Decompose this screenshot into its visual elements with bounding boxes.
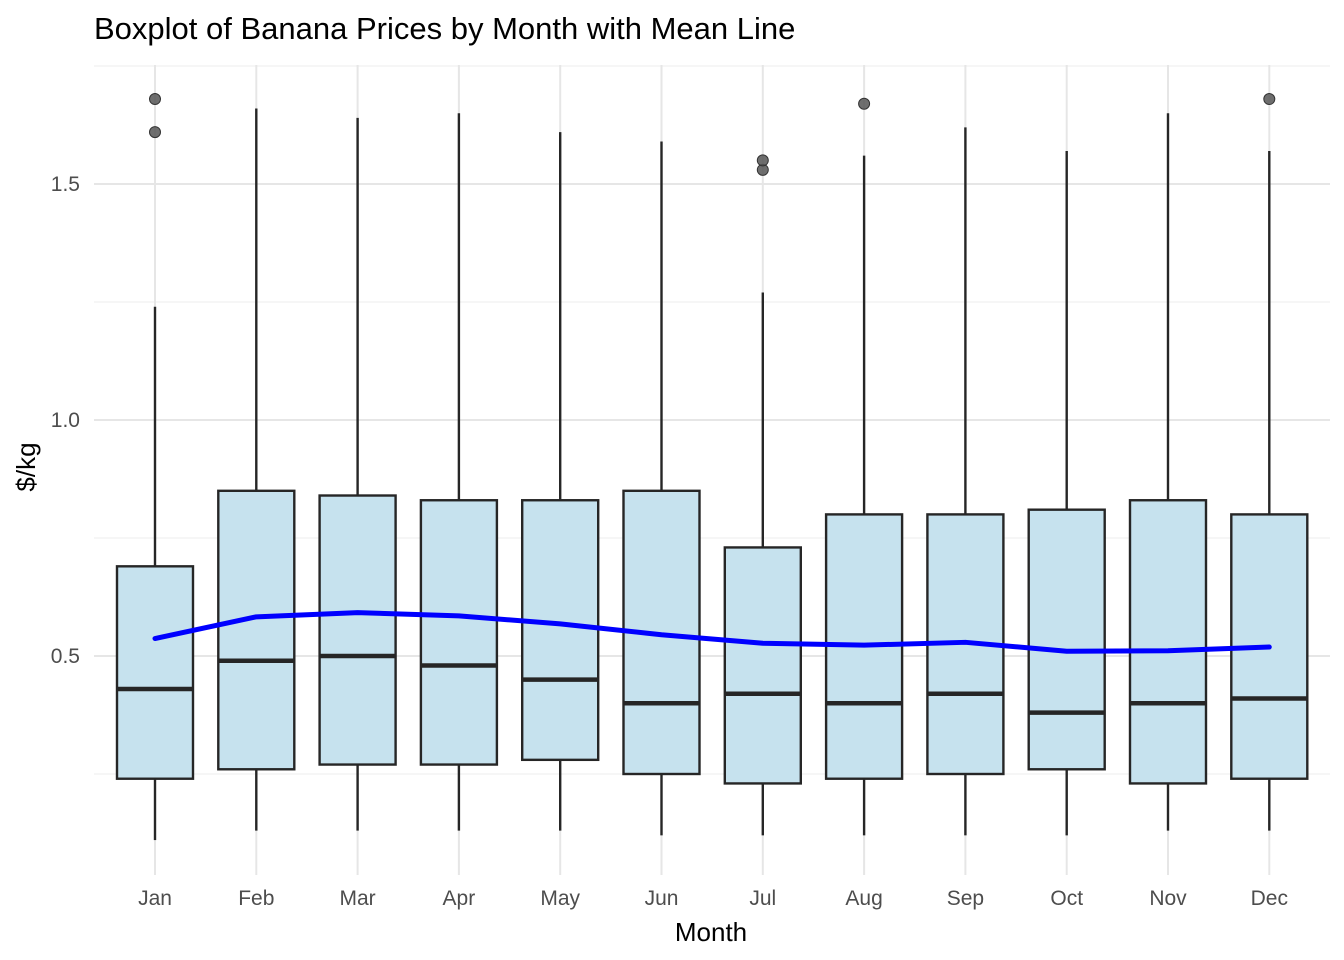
boxes-layer <box>115 93 1309 841</box>
box-iqr <box>521 499 600 762</box>
x-tick-label: Dec <box>1251 887 1288 910</box>
outlier-point <box>149 93 161 106</box>
box-iqr <box>1128 499 1208 785</box>
y-axis-title: $/kg <box>11 442 41 491</box>
x-axis-ticks: Jan Feb Mar Apr May Jun Jul Aug Sep Oct Nov Dec <box>138 887 1288 910</box>
box-jan <box>115 93 195 841</box>
y-tick-label: 1.5 <box>51 173 80 196</box>
y-tick-label: 0.5 <box>51 645 80 668</box>
x-tick-label: Jun <box>645 887 679 910</box>
x-tick-label: Nov <box>1149 887 1187 910</box>
box-dec <box>1230 93 1309 831</box>
y-tick-label: 1.0 <box>51 409 80 432</box>
outlier-point <box>858 97 871 110</box>
outlier-point <box>1263 93 1276 106</box>
box-iqr <box>318 494 397 766</box>
x-tick-label: Oct <box>1050 887 1083 910</box>
box-sep <box>926 127 1005 836</box>
box-iqr <box>115 565 195 780</box>
x-tick-label: Sep <box>947 887 984 910</box>
y-axis-ticks: 0.5 1.0 1.5 <box>51 173 80 668</box>
mean-line <box>152 610 1272 654</box>
x-axis-title: Month <box>675 917 747 947</box>
box-nov <box>1128 113 1208 831</box>
x-tick-label: Jan <box>138 887 172 910</box>
box-iqr <box>1027 508 1106 771</box>
box-iqr <box>419 499 499 766</box>
x-tick-label: Mar <box>340 887 376 910</box>
box-iqr <box>217 489 296 771</box>
box-may <box>521 132 600 831</box>
box-feb <box>217 108 296 831</box>
chart-title: Boxplot of Banana Prices by Month with M… <box>94 11 795 46</box>
box-aug <box>824 97 904 836</box>
box-jun <box>622 141 701 836</box>
x-tick-label: May <box>540 887 580 910</box>
box-apr <box>419 113 499 831</box>
box-iqr <box>723 546 802 785</box>
x-tick-label: Feb <box>238 887 274 910</box>
x-tick-label: Aug <box>845 887 882 910</box>
outlier-point <box>756 154 769 167</box>
outlier-point <box>149 126 161 139</box>
box-mar <box>318 117 397 831</box>
box-jul <box>723 154 802 836</box>
box-oct <box>1027 150 1106 836</box>
x-tick-label: Apr <box>443 887 476 910</box>
mean-line-layer <box>152 610 1272 654</box>
x-tick-label: Jul <box>749 887 776 910</box>
